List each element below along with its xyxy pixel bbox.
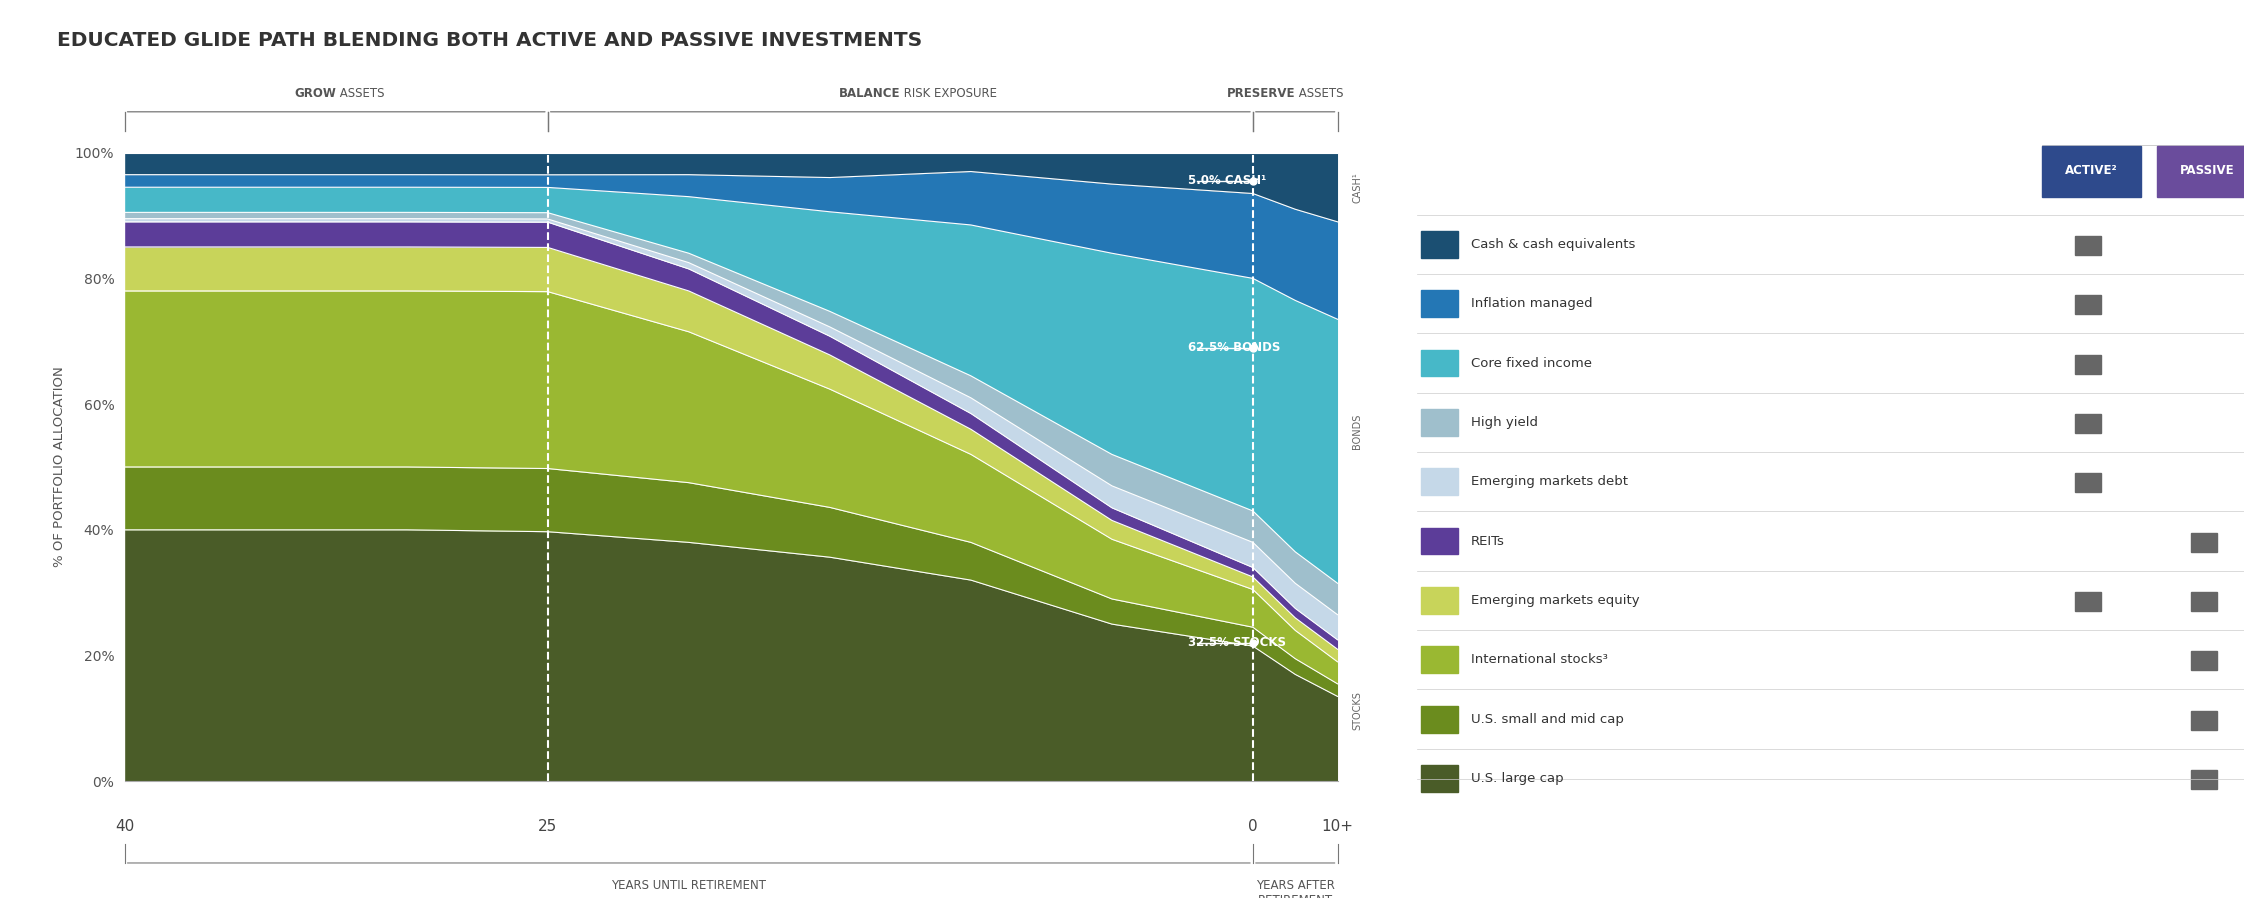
- Text: ACTIVE²: ACTIVE²: [2065, 163, 2117, 177]
- Text: 25: 25: [537, 819, 558, 834]
- Bar: [2074, 355, 2102, 374]
- Text: Emerging markets equity: Emerging markets equity: [1471, 594, 1639, 607]
- Bar: [2190, 711, 2217, 730]
- Bar: [2043, 146, 2140, 197]
- Bar: [1421, 231, 1458, 258]
- Text: ASSETS: ASSETS: [336, 87, 385, 101]
- Bar: [1421, 706, 1458, 733]
- Bar: [1421, 528, 1458, 554]
- Text: Inflation managed: Inflation managed: [1471, 297, 1591, 310]
- Text: Cash & cash equivalents: Cash & cash equivalents: [1471, 238, 1635, 251]
- Text: YEARS AFTER
RETIREMENT: YEARS AFTER RETIREMENT: [1256, 878, 1335, 898]
- Text: High yield: High yield: [1471, 416, 1537, 429]
- Bar: [1421, 647, 1458, 674]
- Text: BONDS: BONDS: [1351, 413, 1362, 448]
- Text: PASSIVE: PASSIVE: [2181, 163, 2235, 177]
- Bar: [1421, 349, 1458, 376]
- Bar: [2190, 533, 2217, 551]
- Bar: [1421, 587, 1458, 614]
- Text: EDUCATED GLIDE PATH BLENDING BOTH ACTIVE AND PASSIVE INVESTMENTS: EDUCATED GLIDE PATH BLENDING BOTH ACTIVE…: [57, 31, 923, 50]
- Y-axis label: % OF PORTFOLIO ALLOCATION: % OF PORTFOLIO ALLOCATION: [54, 366, 66, 568]
- Text: CASH¹: CASH¹: [1351, 172, 1362, 203]
- Text: 40: 40: [116, 819, 134, 834]
- Text: U.S. large cap: U.S. large cap: [1471, 772, 1564, 785]
- Text: International stocks³: International stocks³: [1471, 654, 1607, 666]
- Text: ASSETS: ASSETS: [1294, 87, 1344, 101]
- Bar: [2074, 592, 2102, 612]
- Bar: [2074, 473, 2102, 492]
- Bar: [1421, 469, 1458, 495]
- Text: 32.5% STOCKS: 32.5% STOCKS: [1188, 637, 1285, 649]
- Bar: [2190, 770, 2217, 789]
- Text: 5.0% CASH¹: 5.0% CASH¹: [1188, 174, 1267, 188]
- Text: Core fixed income: Core fixed income: [1471, 357, 1591, 369]
- Text: YEARS UNTIL RETIREMENT: YEARS UNTIL RETIREMENT: [612, 878, 766, 892]
- Text: REITs: REITs: [1471, 534, 1505, 548]
- Text: STOCKS: STOCKS: [1351, 691, 1362, 730]
- Text: U.S. small and mid cap: U.S. small and mid cap: [1471, 713, 1623, 726]
- Bar: [2190, 651, 2217, 671]
- Bar: [2074, 414, 2102, 433]
- Bar: [2190, 592, 2217, 612]
- Bar: [1421, 409, 1458, 436]
- Text: GROW: GROW: [295, 87, 336, 101]
- Text: Emerging markets debt: Emerging markets debt: [1471, 475, 1628, 489]
- Text: 62.5% BONDS: 62.5% BONDS: [1188, 341, 1281, 354]
- Text: BALANCE: BALANCE: [839, 87, 900, 101]
- Bar: [2074, 236, 2102, 255]
- Text: 0: 0: [1249, 819, 1258, 834]
- Text: PRESERVE: PRESERVE: [1226, 87, 1294, 101]
- Bar: [1421, 290, 1458, 317]
- Text: 10+: 10+: [1322, 819, 1353, 834]
- Bar: [2158, 146, 2256, 197]
- Bar: [2074, 295, 2102, 314]
- Text: RISK EXPOSURE: RISK EXPOSURE: [900, 87, 997, 101]
- Bar: [1421, 765, 1458, 792]
